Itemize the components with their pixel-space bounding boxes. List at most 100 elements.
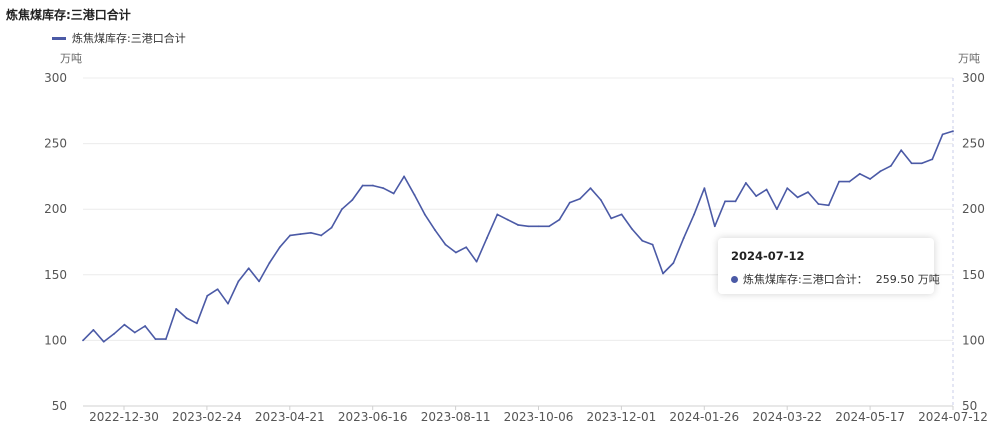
data-point: [579, 197, 582, 200]
data-point: [838, 180, 840, 183]
x-tick-label: 2024-07-12: [918, 410, 988, 424]
data-point: [755, 195, 758, 197]
data-point: [952, 130, 954, 133]
x-tick-label: 2024-03-22: [752, 410, 822, 424]
y-axis-unit-left: 万吨: [60, 52, 82, 65]
series-line: [82, 130, 954, 343]
data-point: [413, 193, 416, 196]
x-tick-label: 2023-06-16: [338, 410, 408, 424]
data-point: [423, 213, 426, 216]
legend-label: 炼焦煤库存:三港口合计: [72, 32, 186, 45]
data-point: [817, 203, 820, 205]
data-point: [807, 191, 809, 194]
data-point: [734, 200, 737, 203]
y-tick-label-left: 200: [44, 202, 67, 216]
legend-swatch: [52, 36, 66, 40]
data-point: [392, 192, 395, 195]
x-tick-label: 2023-08-11: [421, 410, 491, 424]
tooltip-series-dot: [731, 275, 738, 283]
data-point: [278, 246, 281, 249]
data-point: [568, 201, 571, 204]
chart-title: 炼焦煤库存:三港口合计: [6, 8, 131, 22]
data-point: [548, 225, 550, 228]
data-point: [827, 204, 830, 207]
y-tick-label-right: 100: [962, 333, 985, 347]
data-point: [144, 325, 147, 327]
data-point: [848, 180, 851, 183]
tooltip-value: 259.50 万吨: [875, 273, 940, 286]
data-point: [133, 331, 136, 334]
y-tick-label-left: 100: [44, 333, 67, 347]
data-point: [403, 175, 405, 178]
data-point: [361, 184, 364, 187]
data-point: [82, 339, 84, 342]
data-point: [320, 234, 323, 237]
data-point: [465, 246, 468, 249]
data-point: [879, 170, 882, 173]
data-point: [517, 224, 519, 226]
data-point: [693, 213, 695, 216]
data-point: [599, 199, 602, 201]
y-tick-label-right: 200: [962, 202, 985, 216]
data-point: [776, 208, 778, 211]
data-point: [258, 280, 260, 283]
x-tick-label: 2024-01-26: [669, 410, 739, 424]
data-point: [651, 243, 654, 246]
x-tick-label: 2023-12-01: [587, 410, 657, 424]
data-point: [113, 332, 115, 335]
x-tick-label: 2023-02-24: [172, 410, 242, 424]
data-point: [309, 231, 312, 234]
data-point: [941, 133, 944, 136]
data-point: [237, 280, 240, 283]
data-point: [703, 187, 706, 190]
data-point: [475, 260, 478, 263]
y-tick-label-left: 300: [44, 71, 67, 85]
data-point: [247, 267, 250, 270]
y-tick-label-right: 150: [962, 268, 985, 282]
x-tick-label: 2023-04-21: [255, 410, 325, 424]
data-point: [931, 158, 934, 161]
x-tick-label: 2023-10-06: [504, 410, 574, 424]
data-point: [444, 243, 447, 246]
data-point: [537, 225, 540, 228]
y-tick-label-left: 50: [52, 399, 67, 413]
data-point: [744, 182, 747, 184]
data-point: [724, 200, 727, 203]
data-point: [610, 217, 613, 220]
y-tick-label-right: 250: [962, 137, 985, 151]
x-tick-label: 2024-05-17: [835, 410, 905, 424]
y-tick-label-left: 250: [44, 137, 67, 151]
data-point: [869, 178, 872, 180]
data-point: [889, 165, 892, 167]
data-point: [175, 308, 178, 310]
tooltip: 2024-07-12 炼焦煤库存:三港口合计： 259.50 万吨: [718, 238, 940, 294]
tooltip-row: 炼焦煤库存:三港口合计： 259.50 万吨: [731, 271, 940, 287]
data-point: [662, 272, 664, 275]
data-point: [900, 149, 903, 152]
data-point: [589, 187, 592, 190]
y-tick-label-left: 150: [44, 268, 67, 282]
data-point: [206, 294, 209, 297]
data-point: [123, 323, 126, 326]
data-point: [154, 338, 157, 340]
data-point: [527, 225, 530, 228]
data-point: [289, 234, 292, 237]
data-point: [330, 226, 333, 229]
data-point: [102, 340, 105, 343]
y-tick-label-right: 50: [962, 399, 977, 413]
data-point: [454, 251, 457, 254]
data-point: [910, 162, 913, 165]
data-point: [486, 237, 488, 239]
data-point: [351, 199, 354, 201]
data-point: [496, 213, 499, 216]
data-point: [164, 338, 167, 340]
data-point: [196, 322, 198, 325]
data-point: [682, 237, 685, 239]
data-point: [765, 188, 768, 191]
data-point: [786, 187, 789, 190]
data-point: [227, 302, 229, 305]
data-point: [92, 329, 95, 331]
legend-item[interactable]: 炼焦煤库存:三港口合计: [52, 30, 186, 46]
data-point: [216, 288, 219, 291]
